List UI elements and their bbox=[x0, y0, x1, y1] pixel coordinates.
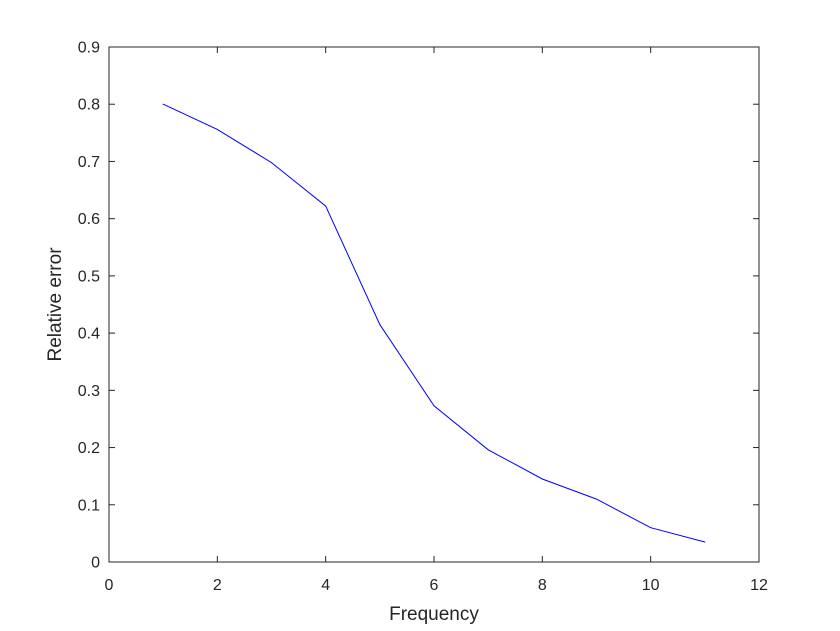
y-tick-label: 0.8 bbox=[78, 97, 100, 114]
x-tick-label: 6 bbox=[430, 577, 439, 594]
x-tick-label: 10 bbox=[642, 577, 660, 594]
data-point bbox=[541, 478, 543, 480]
data-point bbox=[162, 103, 164, 105]
data-point bbox=[650, 527, 652, 529]
data-point bbox=[433, 405, 435, 407]
x-tick-labels: 0 2 4 6 8 10 12 bbox=[105, 577, 768, 594]
x-tick-label: 8 bbox=[538, 577, 547, 594]
y-tick-label: 0.5 bbox=[78, 268, 100, 285]
data-point bbox=[216, 128, 218, 130]
data-point bbox=[325, 205, 327, 207]
x-tick-label: 2 bbox=[213, 577, 222, 594]
y-axis-label: Relative error bbox=[45, 247, 66, 362]
x-tick-label: 4 bbox=[321, 577, 330, 594]
y-tick-labels: 0 0.1 0.2 0.3 0.4 0.5 0.6 0.7 0.8 0.9 bbox=[78, 40, 100, 572]
axis-ticks bbox=[108, 46, 760, 563]
data-point bbox=[704, 541, 706, 543]
y-tick-label: 0.7 bbox=[78, 154, 100, 171]
data-point bbox=[271, 162, 272, 164]
plot-area bbox=[108, 46, 760, 563]
x-tick-label: 12 bbox=[750, 577, 768, 594]
y-tick-label: 0.4 bbox=[78, 326, 100, 343]
y-tick-label: 0.9 bbox=[78, 40, 100, 57]
series-group bbox=[162, 103, 706, 543]
x-axis-label: Frequency bbox=[389, 604, 479, 625]
y-tick-label: 0.2 bbox=[78, 440, 100, 457]
y-tick-label: 0 bbox=[91, 555, 100, 572]
data-point bbox=[596, 498, 597, 500]
y-tick-label: 0.6 bbox=[78, 211, 100, 228]
data-point bbox=[379, 324, 381, 326]
y-tick-label: 0.1 bbox=[78, 497, 100, 514]
x-tick-label: 0 bbox=[105, 577, 114, 594]
y-tick-label: 0.3 bbox=[78, 383, 100, 400]
data-point bbox=[487, 449, 489, 451]
